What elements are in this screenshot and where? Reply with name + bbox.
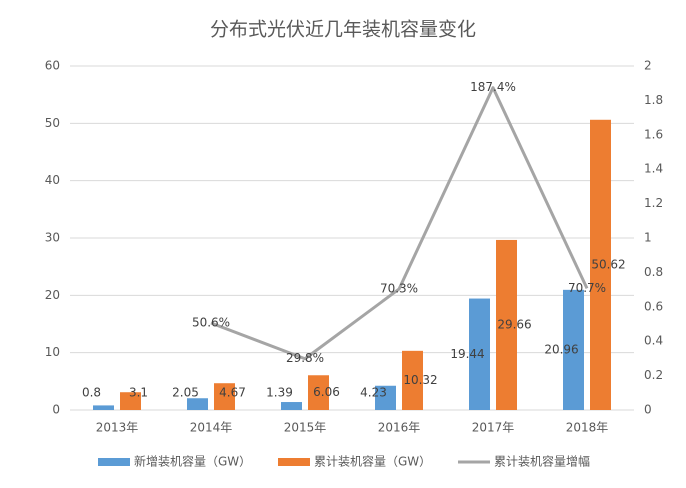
bar <box>590 119 611 411</box>
y2-tick-label: 1.2 <box>644 196 663 210</box>
x-tick-label: 2018年 <box>566 421 609 435</box>
x-tick-label: 2014年 <box>190 421 233 435</box>
y-tick-label: 60 <box>45 59 60 73</box>
y-tick-label: 0 <box>52 403 60 417</box>
data-label: 70.7% <box>568 281 606 295</box>
y2-tick-label: 1.6 <box>644 127 663 141</box>
y2-tick-label: 0.8 <box>644 265 663 279</box>
data-label: 50.6% <box>192 315 230 329</box>
x-tick-label: 2017年 <box>472 421 515 435</box>
data-label: 10.32 <box>403 373 437 387</box>
data-label: 50.62 <box>591 257 625 271</box>
y2-tick-label: 0.4 <box>644 334 663 348</box>
x-tick-label: 2016年 <box>378 421 421 435</box>
bar <box>214 383 235 410</box>
bar <box>308 375 329 410</box>
chart-title: 分布式光伏近几年装机容量变化 <box>210 19 476 41</box>
bar <box>281 402 302 410</box>
y-tick-label: 20 <box>45 288 60 302</box>
y-tick-label: 40 <box>45 173 60 187</box>
bar <box>469 298 490 410</box>
data-label: 2.05 <box>172 386 199 400</box>
y-tick-label: 50 <box>45 116 60 130</box>
data-label: 3.1 <box>129 386 148 400</box>
x-tick-label: 2015年 <box>284 421 327 435</box>
data-label: 4.67 <box>219 386 246 400</box>
data-label: 29.66 <box>497 317 531 331</box>
x-tick-label: 2013年 <box>96 421 139 435</box>
bar <box>93 405 114 410</box>
data-label: 0.8 <box>82 386 101 400</box>
y2-tick-label: 1.8 <box>644 93 663 107</box>
y-tick-label: 30 <box>45 231 60 245</box>
data-label: 20.96 <box>544 342 578 356</box>
data-label: 70.3% <box>380 282 418 296</box>
y2-tick-label: 1.4 <box>644 162 663 176</box>
data-label: 1.39 <box>266 386 293 400</box>
data-label: 19.44 <box>450 347 484 361</box>
legend-label: 累计装机容量增幅 <box>494 454 590 469</box>
bar <box>496 239 517 410</box>
y-tick-label: 10 <box>45 345 60 359</box>
y2-tick-label: 1 <box>644 231 652 245</box>
legend-label: 累计装机容量（GW） <box>314 454 431 469</box>
bar <box>187 398 208 410</box>
y2-tick-label: 0.6 <box>644 299 663 313</box>
y2-tick-label: 0 <box>644 403 652 417</box>
y2-tick-label: 0.2 <box>644 368 663 382</box>
bar <box>120 392 141 410</box>
data-label: 4.23 <box>360 386 387 400</box>
data-label: 6.06 <box>313 385 340 399</box>
legend-swatch <box>278 458 310 466</box>
y2-tick-label: 2 <box>644 59 652 73</box>
legend-label: 新增装机容量（GW） <box>134 454 251 469</box>
data-label: 29.8% <box>286 351 324 365</box>
bar <box>402 350 423 410</box>
legend-swatch <box>98 458 130 466</box>
data-label: 187.4% <box>470 80 516 94</box>
line <box>210 86 589 361</box>
bar <box>563 289 584 410</box>
bar <box>375 385 396 410</box>
